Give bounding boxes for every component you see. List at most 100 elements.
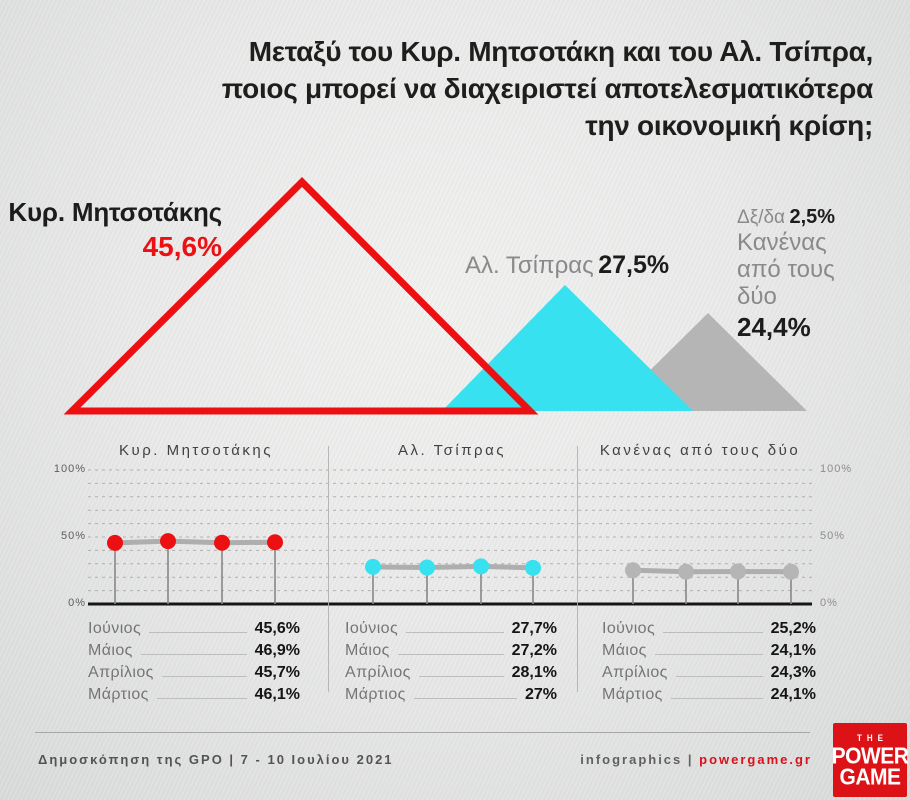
leader-line (670, 697, 763, 699)
tsipras-name: Αλ. Τσίπρας (465, 252, 594, 279)
powergame-logo: THE POWER GAME (831, 723, 909, 797)
powergame-logo-text: THE POWER GAME (831, 732, 909, 789)
leader-line (149, 631, 247, 633)
triangle-tsipras (442, 285, 693, 411)
powergame-site-link[interactable]: powergame.gr (699, 752, 812, 767)
y-tick-100-left: 100% (53, 463, 86, 475)
month-label: Απρίλιος (345, 664, 411, 681)
section-divider-2 (577, 446, 578, 692)
dk-value: 2,5% (789, 206, 836, 228)
leader-line (406, 631, 504, 633)
data-point (473, 558, 489, 575)
tsipras-value: 27,5% (598, 251, 670, 279)
credits-prefix: infographics | (580, 752, 700, 767)
leader-line (140, 653, 247, 655)
table-row: Απρίλιος 24,3% (602, 664, 816, 686)
credits-text: infographics | powergame.gr (580, 752, 812, 767)
table-row: Ιούνιος 25,2% (602, 620, 816, 642)
month-label: Μάρτιος (602, 686, 663, 703)
results-table-tsipras: Ιούνιος 27,7% Μάιος 27,2% Απρίλιος 28,1% Μάρτι… (345, 620, 557, 708)
leader-line (418, 675, 504, 677)
table-row: Μάρτιος 24,1% (602, 686, 816, 708)
value-label: 46,9% (254, 642, 300, 659)
month-label: Απρίλιος (602, 664, 668, 681)
data-point (160, 533, 176, 550)
data-point (625, 562, 641, 579)
logo-power: POWER (831, 742, 909, 769)
value-label: 24,1% (770, 642, 816, 659)
footer-divider (35, 732, 810, 733)
leader-line (161, 675, 247, 677)
mini-chart-title-mitsotakis: Κυρ. Μητσοτάκης (119, 442, 273, 459)
series-line (112, 538, 278, 546)
results-table-mitsotakis: Ιούνιος 45,6% Μάιος 46,9% Απρίλιος 45,7% Μάρτι… (88, 620, 300, 708)
none-name-line-3: δύο (737, 283, 777, 310)
value-label: 27,2% (511, 642, 557, 659)
leader-line (413, 697, 517, 699)
value-label: 27% (524, 686, 557, 703)
value-label: 45,6% (254, 620, 300, 637)
data-point (107, 534, 123, 551)
value-label: 24,3% (770, 664, 816, 681)
table-row: Μάρτιος 27% (345, 686, 557, 708)
dk-label: Δξ/δα (737, 207, 786, 228)
table-row: Ιούνιος 27,7% (345, 620, 557, 642)
month-label: Ιούνιος (88, 620, 142, 637)
leader-line (663, 631, 763, 633)
mitsotakis-value: 45,6% (142, 231, 222, 262)
data-point (214, 534, 230, 551)
leader-line (156, 697, 247, 699)
y-tick-0-right: 0% (820, 597, 838, 609)
label-none-of-two: Δξ/δα 2,5% Κανένας από τους δύο 24,4% (737, 206, 857, 343)
y-tick-50-right: 50% (820, 530, 846, 542)
table-row: Μάρτιος 46,1% (88, 686, 300, 708)
triangle-chart-svg (63, 177, 807, 415)
month-label: Απρίλιος (88, 664, 154, 681)
table-row: Μάιος 27,2% (345, 642, 557, 664)
data-point (783, 563, 799, 580)
none-value: 24,4% (737, 312, 811, 342)
label-mitsotakis: Κυρ. Μητσοτάκης 45,6% (0, 197, 222, 263)
value-label: 28,1% (511, 664, 557, 681)
leader-line (675, 675, 763, 677)
mini-chart-title-tsipras: Αλ. Τσίπρας (398, 442, 506, 459)
series-line (630, 567, 794, 575)
page-title: Μεταξύ του Κυρ. Μητσοτάκη και του Αλ. Τσ… (222, 33, 874, 144)
month-label: Μάιος (345, 642, 390, 659)
month-label: Μάρτιος (345, 686, 406, 703)
table-row: Ιούνιος 45,6% (88, 620, 300, 642)
label-tsipras: Αλ. Τσίπρας 27,5% (465, 251, 669, 280)
leader-line (654, 653, 763, 655)
month-label: Μάρτιος (88, 686, 149, 703)
value-label: 27,7% (511, 620, 557, 637)
table-row: Απρίλιος 45,7% (88, 664, 300, 686)
month-label: Ιούνιος (345, 620, 399, 637)
leader-line (397, 653, 504, 655)
section-divider-1 (328, 446, 329, 692)
table-row: Μάιος 46,9% (88, 642, 300, 664)
source-text: Δημοσκόπηση της GPO | 7 - 10 Ιουλίου 202… (38, 752, 394, 767)
none-name-line-2: από τους (737, 256, 835, 283)
value-label: 45,7% (254, 664, 300, 681)
title-line-3: την οικονομική κρίση; (585, 110, 873, 141)
logo-the: THE (857, 732, 888, 743)
value-label: 46,1% (254, 686, 300, 703)
y-tick-0-left: 0% (68, 597, 86, 609)
table-row: Μάιος 24,1% (602, 642, 816, 664)
data-point (730, 563, 746, 580)
mini-chart-title-none: Κανένας από τους δύο (599, 442, 801, 459)
data-point (525, 559, 541, 576)
mitsotakis-name: Κυρ. Μητσοτάκης (8, 197, 222, 227)
none-name-line-1: Κανένας (737, 229, 827, 256)
month-label: Ιούνιος (602, 620, 656, 637)
value-label: 24,1% (770, 686, 816, 703)
month-label: Μάιος (88, 642, 133, 659)
data-point (419, 559, 435, 576)
title-line-1: Μεταξύ του Κυρ. Μητσοτάκη και του Αλ. Τσ… (248, 36, 874, 67)
mini-charts-svg (88, 469, 812, 606)
table-row: Απρίλιος 28,1% (345, 664, 557, 686)
y-tick-100-right: 100% (820, 463, 853, 475)
data-point (678, 563, 694, 580)
month-label: Μάιος (602, 642, 647, 659)
